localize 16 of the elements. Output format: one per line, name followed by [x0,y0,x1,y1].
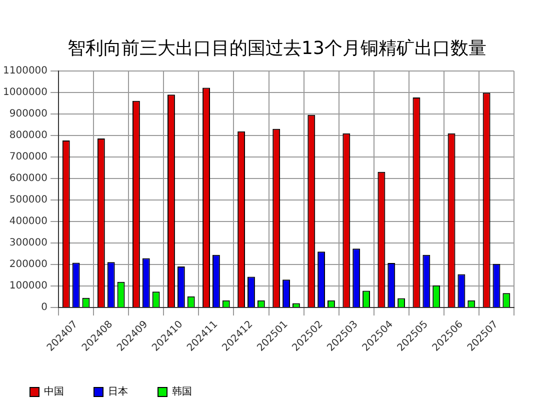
y-tick-label: 1100000 [2,66,48,77]
y-tick-label: 500000 [9,194,48,206]
y-tick-label: 900000 [9,108,48,120]
y-tick-label: 200000 [9,259,48,270]
y-tick-label: 600000 [9,173,48,184]
y-tick-label: 0 [41,302,48,314]
legend-label: 日本 [108,386,128,398]
y-tick-label: 400000 [9,216,48,228]
y-tick-label: 1000000 [2,87,48,98]
y-tick-label: 100000 [9,280,48,292]
legend-label: 韩国 [172,386,192,398]
y-tick-label: 300000 [9,238,48,249]
legend-label: 中国 [44,386,64,398]
y-tick-label: 700000 [9,152,48,163]
chart-title: 智利向前三大出口目的国过去13个月铜精矿出口数量 [66,37,488,61]
y-tick-label: 800000 [9,130,48,142]
